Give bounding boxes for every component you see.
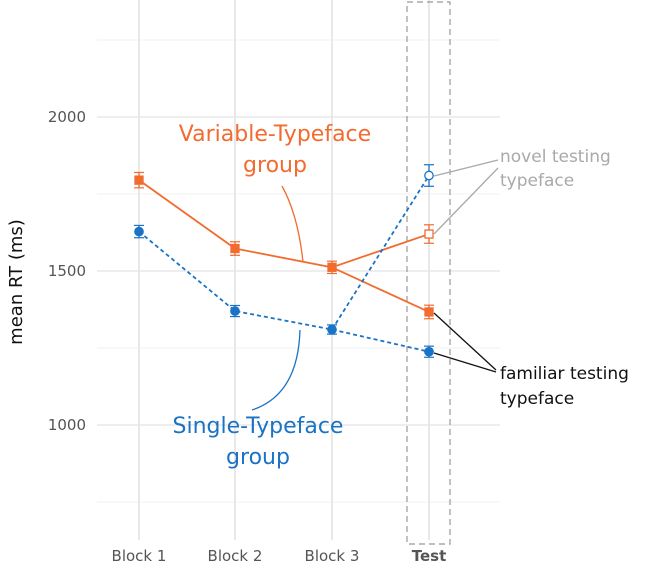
series-novel-branch: [331, 233, 430, 269]
series-layer: [134, 164, 434, 358]
x-tick-label: Block 3: [305, 547, 360, 565]
data-point: [327, 262, 337, 272]
variable-group-connector: [281, 185, 304, 263]
data-point: [424, 307, 434, 317]
y-axis-ticks: 1000 1500 2000: [48, 108, 86, 434]
test-highlight-box: [406, 1, 451, 545]
x-tick-label: Block 1: [112, 547, 167, 565]
novel-label-line1: novel testing: [500, 147, 611, 167]
familiar-connector-single: [433, 352, 497, 373]
grid-lines: [97, 0, 500, 540]
y-tick-label: 1500: [48, 262, 86, 280]
data-point: [230, 306, 240, 316]
series-novel-branch: [331, 175, 430, 330]
variable-group-label-line2: group: [243, 153, 307, 178]
x-tick-label: Test: [412, 547, 447, 565]
data-point: [134, 226, 144, 237]
series-single: [134, 164, 434, 358]
novel-label-line2: typeface: [500, 171, 574, 191]
single-group-label-line2: group: [226, 445, 290, 470]
y-axis-label: mean RT (ms): [6, 219, 27, 345]
data-point-novel: [424, 170, 434, 181]
x-tick-label: Block 2: [208, 547, 263, 565]
novel-connector-single: [433, 159, 499, 177]
familiar-connector-variable: [433, 312, 497, 371]
y-tick-label: 2000: [48, 108, 86, 126]
series-line: [138, 230, 430, 353]
series-variable: [134, 171, 434, 320]
familiar-label-line1: familiar testing: [500, 364, 629, 384]
y-tick-label: 1000: [48, 416, 86, 434]
variable-group-label-line1: Variable-Typeface: [179, 122, 371, 147]
data-point: [424, 346, 434, 357]
data-point: [230, 243, 240, 254]
data-point-novel: [424, 229, 434, 239]
single-group-connector: [251, 329, 301, 411]
x-axis-ticks: Block 1 Block 2 Block 3 Test: [112, 547, 447, 565]
novel-connector-variable: [433, 167, 499, 235]
single-group-label-line1: Single-Typeface: [173, 414, 344, 439]
data-point: [134, 175, 144, 185]
data-point: [327, 324, 337, 335]
series-line: [138, 179, 430, 313]
familiar-label-line2: typeface: [500, 389, 574, 409]
